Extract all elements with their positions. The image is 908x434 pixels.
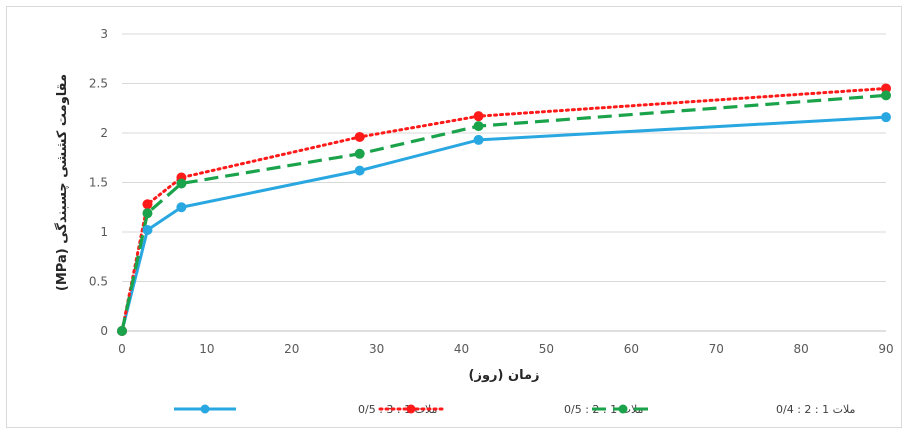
x-tick-label: 90 — [878, 342, 893, 356]
legend-label-3: ملات 1 : 2 : 0/4 — [776, 403, 856, 416]
x-tick-label: 70 — [709, 342, 724, 356]
x-axis-title: زمان (روز) — [469, 368, 540, 383]
y-tick-label: 2.5 — [89, 77, 108, 91]
data-point-series-1 — [881, 112, 891, 123]
data-point-series-1 — [354, 165, 365, 176]
data-point-series-2 — [881, 83, 891, 94]
series-line-1 — [120, 115, 887, 332]
series-line-3 — [120, 93, 887, 332]
data-point-series-2 — [473, 111, 484, 122]
data-point-series-2 — [354, 131, 365, 142]
y-axis-title: مقاومت کششی چسبندگی (MPa) — [54, 74, 70, 291]
data-point-series-1 — [176, 202, 187, 213]
legend-marker-2 — [406, 404, 416, 414]
data-point-series-3 — [354, 148, 365, 159]
axes: 00.511.522.530 10 20 30 40 50 60 70 80 90 — [89, 27, 894, 356]
y-tick-label: 2 — [100, 126, 108, 140]
y-tick-label: 1.5 — [89, 176, 108, 190]
x-tick-label: 40 — [454, 342, 469, 356]
data-point-series-3 — [117, 326, 127, 336]
x-tick-label: 0 — [118, 342, 126, 356]
data-point-series-2 — [142, 199, 153, 210]
x-tick-label: 20 — [284, 342, 299, 356]
x-tick-label: 50 — [539, 342, 554, 356]
data-point-series-3 — [176, 178, 187, 189]
data-point-series-3 — [142, 208, 153, 219]
x-tick-label: 80 — [793, 342, 808, 356]
x-tick-label: 60 — [624, 342, 639, 356]
gridlines — [122, 33, 886, 282]
legend-marker-3 — [618, 404, 628, 414]
chart-area — [6, 6, 902, 428]
data-point-series-1 — [142, 225, 153, 236]
data-point-series-3 — [473, 121, 484, 132]
y-tick-label: 1 — [100, 225, 108, 239]
legend-marker-1 — [200, 404, 210, 414]
series-group — [117, 83, 891, 336]
data-point-series-1 — [473, 134, 484, 145]
y-tick-label: 0.5 — [89, 275, 108, 289]
x-tick-label: 30 — [369, 342, 384, 356]
x-tick-label: 10 — [199, 342, 214, 356]
y-tick-label: 0 — [100, 324, 108, 338]
y-tick-label: 3 — [100, 27, 108, 41]
data-point-series-3 — [881, 90, 891, 101]
